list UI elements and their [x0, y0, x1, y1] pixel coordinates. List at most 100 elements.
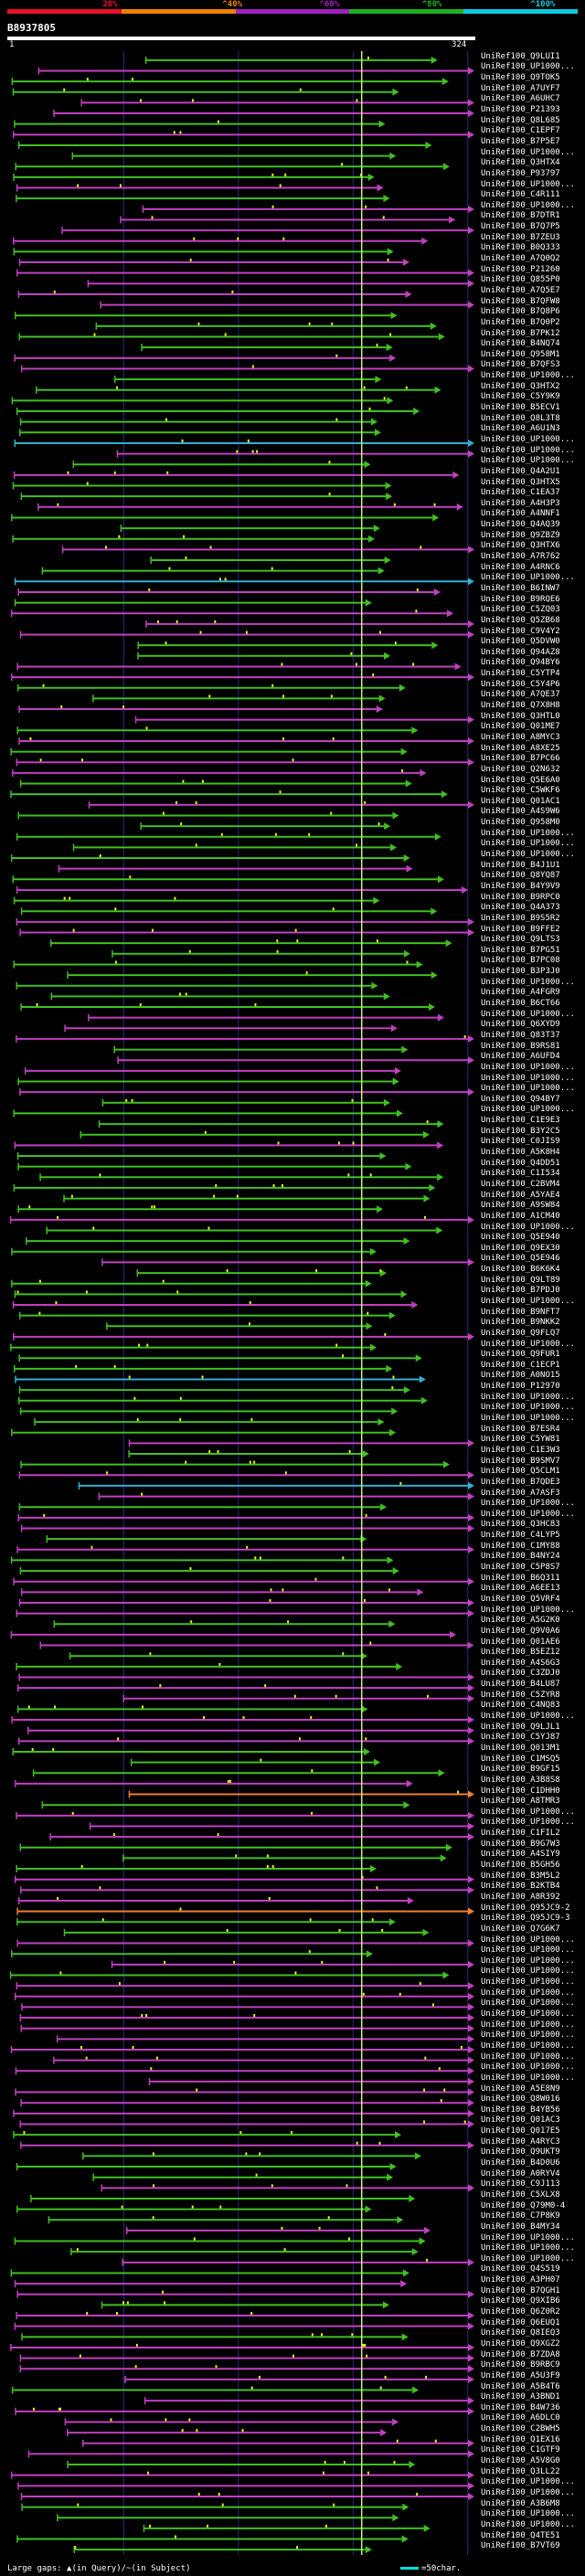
hit-label[interactable]: UniRef100_Q9LUI1	[481, 51, 560, 61]
hit-label[interactable]: UniRef100_B5ECV1	[481, 403, 560, 413]
hit-label[interactable]: UniRef100_Q013M1	[481, 1743, 560, 1753]
hit-label[interactable]: UniRef100_B6CT66	[481, 999, 560, 1008]
hit-label[interactable]: UniRef100_C5ZYR8	[481, 1690, 560, 1700]
hit-label[interactable]: UniRef100_B7Q7P5	[481, 222, 560, 232]
hit-label[interactable]: UniRef100_B4Y9V9	[481, 881, 560, 891]
hit-label[interactable]: UniRef100_Q4A2U1	[481, 466, 560, 476]
hit-label[interactable]: UniRef100_Q01AC3	[481, 2115, 560, 2125]
hit-label[interactable]: UniRef100_UP1000...	[481, 2030, 575, 2041]
hit-label[interactable]: UniRef100_Q9ZBZ9	[481, 530, 560, 540]
hit-label[interactable]: UniRef100_Q94BY7	[481, 1094, 560, 1104]
hit-label[interactable]: UniRef100_A7Q0Q2	[481, 254, 560, 264]
hit-label[interactable]: UniRef100_B4W736	[481, 2402, 560, 2412]
hit-label[interactable]: UniRef100_Q95JC9-2	[481, 1903, 570, 1913]
hit-label[interactable]: UniRef100_Q01AE6	[481, 1637, 560, 1647]
hit-label[interactable]: UniRef100_Q9LT89	[481, 1275, 560, 1285]
hit-label[interactable]: UniRef100_B4LU87	[481, 1680, 560, 1690]
hit-label[interactable]: UniRef100_B7ZEU3	[481, 232, 560, 242]
hit-label[interactable]: UniRef100_C1GTF9	[481, 2445, 560, 2455]
hit-label[interactable]: UniRef100_UP1000...	[481, 828, 575, 838]
hit-label[interactable]: UniRef100_Q94AZ8	[481, 647, 560, 657]
hit-label[interactable]: UniRef100_A4FGR9	[481, 988, 560, 998]
hit-label[interactable]: UniRef100_Q8L3T8	[481, 413, 560, 423]
hit-label[interactable]: UniRef100_B7PC66	[481, 754, 560, 764]
hit-label[interactable]: UniRef100_Q7X8H8	[481, 701, 560, 711]
hit-label[interactable]: UniRef100_UP1000...	[481, 1009, 575, 1019]
hit-label[interactable]: UniRef100_A6DLC0	[481, 2413, 560, 2423]
hit-label[interactable]: UniRef100_Q4S519	[481, 2264, 560, 2274]
hit-label[interactable]: UniRef100_Q5DVW0	[481, 637, 560, 647]
hit-label[interactable]: UniRef100_B9FFE2	[481, 924, 560, 934]
hit-label[interactable]: UniRef100_Q5CLM1	[481, 1467, 560, 1477]
hit-label[interactable]: UniRef100_B7QDE3	[481, 1477, 560, 1487]
hit-label[interactable]: UniRef100_UP1000...	[481, 371, 575, 381]
hit-label[interactable]: UniRef100_C4R111	[481, 190, 560, 200]
hit-label[interactable]: UniRef100_C2BVM4	[481, 1179, 560, 1189]
hit-label[interactable]: UniRef100_UP1000...	[481, 2243, 575, 2253]
hit-label[interactable]: UniRef100_UP1000...	[481, 1966, 575, 1977]
hit-label[interactable]: UniRef100_P93797	[481, 168, 560, 178]
hit-label[interactable]: UniRef100_Q9LJL1	[481, 1722, 560, 1732]
hit-label[interactable]: UniRef100_B7ZDA8	[481, 2349, 560, 2359]
hit-label[interactable]: UniRef100_A7QE37	[481, 690, 560, 700]
hit-label[interactable]: UniRef100_UP1000...	[481, 1818, 575, 1828]
hit-label[interactable]: UniRef100_UP1000...	[481, 62, 575, 72]
hit-label[interactable]: UniRef100_UP1000...	[481, 1509, 575, 1519]
hit-label[interactable]: UniRef100_A5K8H4	[481, 1148, 560, 1157]
hit-label[interactable]: UniRef100_Q8W016	[481, 2094, 560, 2104]
hit-label[interactable]: UniRef100_UP1000...	[481, 1073, 575, 1083]
hit-label[interactable]: UniRef100_A8MYC3	[481, 732, 560, 742]
hit-label[interactable]: UniRef100_Q01ME7	[481, 722, 560, 732]
hit-label[interactable]: UniRef100_UP1000...	[481, 1807, 575, 1817]
hit-label[interactable]: UniRef100_UP1000...	[481, 2487, 575, 2497]
hit-label[interactable]: UniRef100_A6EE13	[481, 1584, 560, 1594]
hit-label[interactable]: UniRef100_UP1000...	[481, 1403, 575, 1413]
hit-label[interactable]: UniRef100_C0JIS9	[481, 1137, 560, 1147]
hit-label[interactable]: UniRef100_C1DHH0	[481, 1786, 560, 1796]
hit-label[interactable]: UniRef100_UP1000...	[481, 434, 575, 444]
hit-label[interactable]: UniRef100_Q3HTL0	[481, 711, 560, 721]
hit-label[interactable]: UniRef100_Q95JC9-3	[481, 1913, 570, 1924]
hit-label[interactable]: UniRef100_UP1000...	[481, 1998, 575, 2009]
hit-label[interactable]: UniRef100_Q5VRF4	[481, 1594, 560, 1604]
hit-label[interactable]: UniRef100_A5V8G0	[481, 2456, 560, 2466]
hit-label[interactable]: UniRef100_C5Y4P6	[481, 679, 560, 689]
hit-label[interactable]: UniRef100_UP1000...	[481, 1297, 575, 1306]
hit-label[interactable]: UniRef100_A6UFD4	[481, 1052, 560, 1062]
hit-label[interactable]: UniRef100_B7VT69	[481, 2541, 560, 2551]
hit-label[interactable]: UniRef100_B9NKK2	[481, 1318, 560, 1328]
hit-label[interactable]: UniRef100_UP1000...	[481, 1339, 575, 1349]
hit-label[interactable]: UniRef100_A3PH07	[481, 2275, 560, 2285]
hit-label[interactable]: UniRef100_Q9XIB6	[481, 2296, 560, 2306]
hit-label[interactable]: UniRef100_B9RS81	[481, 1041, 560, 1051]
hit-label[interactable]: UniRef100_UP1000...	[481, 839, 575, 849]
hit-label[interactable]: UniRef100_UP1000...	[481, 200, 575, 210]
hit-label[interactable]: UniRef100_C5ZQ03	[481, 605, 560, 615]
hit-label[interactable]: UniRef100_Q5E946	[481, 1254, 560, 1264]
hit-label[interactable]: UniRef100_P21260	[481, 264, 560, 274]
hit-label[interactable]: UniRef100_Q8IEQ3	[481, 2328, 560, 2338]
hit-label[interactable]: UniRef100_UP1000...	[481, 1712, 575, 1722]
hit-label[interactable]: UniRef100_B6K6K4	[481, 1265, 560, 1275]
hit-label[interactable]: UniRef100_UP1000...	[481, 1977, 575, 1988]
hit-label[interactable]: UniRef100_A4RYC3	[481, 2136, 560, 2147]
hit-label[interactable]: UniRef100_B7PG51	[481, 945, 560, 955]
hit-label[interactable]: UniRef100_Q3HC83	[481, 1520, 560, 1530]
hit-label[interactable]: UniRef100_B9RQE6	[481, 594, 560, 604]
hit-label[interactable]: UniRef100_UP1000...	[481, 2477, 575, 2487]
hit-label[interactable]: UniRef100_Q5E940	[481, 1233, 560, 1243]
hit-label[interactable]: UniRef100_A5U3F9	[481, 2370, 560, 2380]
hit-label[interactable]: UniRef100_UP1000...	[481, 573, 575, 583]
hit-label[interactable]: UniRef100_B3Y2C5	[481, 1126, 560, 1136]
hit-label[interactable]: UniRef100_Q3HTX5	[481, 477, 560, 487]
hit-label[interactable]: UniRef100_B7PC08	[481, 956, 560, 966]
hit-label[interactable]: UniRef100_Q79M0-4	[481, 2200, 566, 2210]
hit-label[interactable]: UniRef100_UP1000...	[481, 1956, 575, 1966]
hit-label[interactable]: UniRef100_C5WKF6	[481, 786, 560, 796]
hit-label[interactable]: UniRef100_Q9LTS3	[481, 935, 560, 945]
hit-label[interactable]: UniRef100_C5Y9K9	[481, 392, 560, 402]
hit-label[interactable]: UniRef100_B4YB56	[481, 2104, 560, 2115]
hit-label[interactable]: UniRef100_Q4TE51	[481, 2530, 560, 2540]
hit-label[interactable]: UniRef100_B3P3J0	[481, 967, 560, 977]
hit-label[interactable]: UniRef100_UP1000...	[481, 1414, 575, 1424]
